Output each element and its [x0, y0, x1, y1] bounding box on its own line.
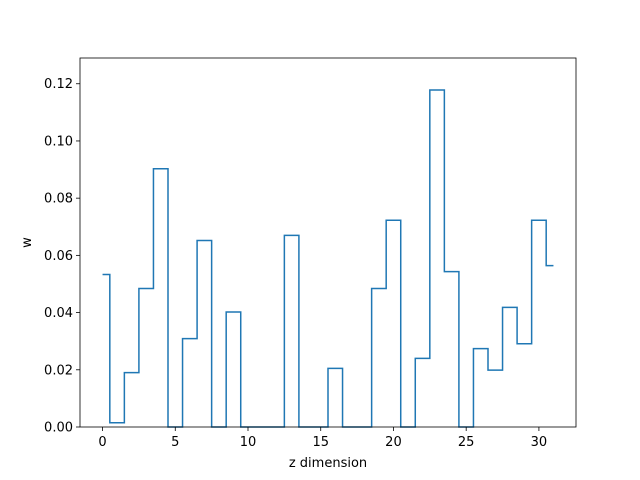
x-axis-label: z dimension	[289, 456, 367, 471]
x-axis-ticks: 0 5 10 15 20 25 30	[98, 427, 547, 450]
y-tick-label: 0.06	[44, 249, 73, 264]
x-tick-label: 0	[98, 435, 106, 450]
y-axis-label: w	[20, 237, 35, 248]
y-tick-label: 0.02	[44, 363, 73, 378]
series-step-line	[102, 89, 554, 428]
y-tick-label: 0.04	[44, 306, 73, 321]
y-axis-ticks: 0.00 0.02 0.04 0.06 0.08 0.10 0.12	[44, 77, 80, 436]
x-tick-label: 15	[312, 435, 329, 450]
plot-area	[102, 89, 554, 428]
y-tick-label: 0.10	[44, 134, 73, 149]
x-tick-label: 10	[240, 435, 257, 450]
y-tick-label: 0.00	[44, 421, 73, 436]
axes-frame	[79, 57, 577, 428]
x-tick-label: 20	[385, 435, 402, 450]
x-tick-label: 5	[171, 435, 179, 450]
y-tick-label: 0.12	[44, 77, 73, 92]
x-tick-label: 25	[458, 435, 475, 450]
y-tick-label: 0.08	[44, 192, 73, 207]
x-tick-label: 30	[531, 435, 548, 450]
